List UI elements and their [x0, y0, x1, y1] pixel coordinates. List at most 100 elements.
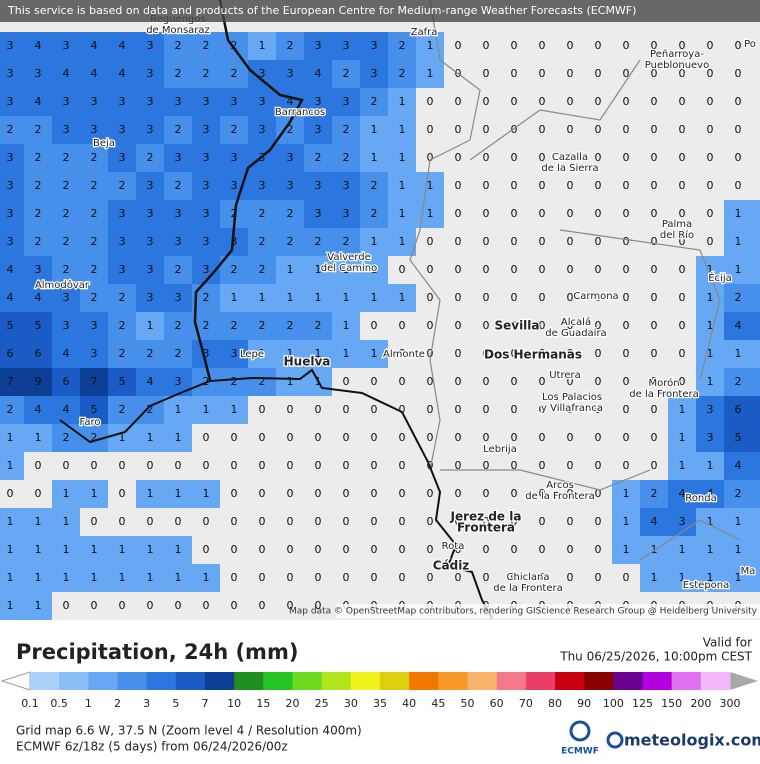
precip-cell — [500, 396, 528, 424]
precip-cell — [24, 396, 52, 424]
cell-value: 0 — [651, 263, 658, 276]
cell-value: 0 — [427, 291, 434, 304]
cell-value: 0 — [119, 487, 126, 500]
precip-cell — [276, 200, 304, 228]
precip-cell — [724, 564, 760, 592]
cell-value: 1 — [399, 123, 406, 136]
cell-value: 2 — [63, 151, 70, 164]
cell-value: 0 — [455, 403, 462, 416]
precip-cell — [164, 396, 192, 424]
place-name: de la Sierra — [541, 163, 598, 174]
cell-value: 0 — [567, 431, 574, 444]
precip-cell — [80, 144, 108, 172]
precip-cell — [192, 228, 220, 256]
precip-cell — [304, 116, 332, 144]
precip-cell — [108, 60, 136, 88]
cell-value: 0 — [567, 515, 574, 528]
cell-value: 0 — [259, 403, 266, 416]
cell-value: 2 — [119, 403, 126, 416]
cell-value: 5 — [91, 403, 98, 416]
precip-cell — [724, 116, 760, 144]
legend-swatch — [525, 672, 556, 690]
place-name: Po — [744, 39, 756, 50]
cell-value: 0 — [119, 515, 126, 528]
legend-arrow-right — [730, 672, 758, 690]
precip-cell — [500, 452, 528, 480]
cell-value: 4 — [707, 487, 714, 500]
precip-cell — [584, 228, 612, 256]
cell-value: 6 — [35, 347, 42, 360]
precip-cell — [136, 312, 164, 340]
precip-cell — [52, 508, 80, 536]
cell-value: 2 — [91, 179, 98, 192]
cell-value: 3 — [231, 95, 238, 108]
precip-cell — [24, 228, 52, 256]
cell-value: 1 — [231, 291, 238, 304]
cell-value: 0 — [595, 235, 602, 248]
cell-value: 0 — [567, 95, 574, 108]
cell-value: 2 — [63, 235, 70, 248]
precip-cell — [164, 256, 192, 284]
precip-cell — [640, 340, 668, 368]
precip-cell — [304, 60, 332, 88]
cell-value: 0 — [511, 319, 518, 332]
cell-value: 0 — [427, 151, 434, 164]
precip-cell — [444, 228, 472, 256]
cell-value: 0 — [371, 543, 378, 556]
precip-cell — [612, 32, 640, 60]
cell-value: 0 — [511, 235, 518, 248]
precip-cell — [360, 536, 388, 564]
precip-cell — [668, 564, 696, 592]
cell-value: 3 — [7, 67, 14, 80]
cell-value: 0 — [259, 487, 266, 500]
cell-value: 0 — [539, 39, 546, 52]
precip-cell — [24, 480, 52, 508]
cell-value: 0 — [455, 291, 462, 304]
precip-cell — [52, 340, 80, 368]
precip-cell — [584, 60, 612, 88]
cell-value: 1 — [679, 543, 686, 556]
legend-tick-label: 125 — [632, 697, 653, 710]
brand[interactable]: meteologix.com — [624, 731, 760, 750]
precip-cell — [444, 144, 472, 172]
cell-value: 3 — [231, 347, 238, 360]
precip-cell — [220, 60, 248, 88]
cell-value: 2 — [315, 235, 322, 248]
precip-cell — [472, 480, 500, 508]
precip-cell — [192, 144, 220, 172]
cell-value: 3 — [343, 207, 350, 220]
precip-cell — [696, 368, 724, 396]
precip-cell — [640, 564, 668, 592]
cell-value: 0 — [539, 263, 546, 276]
precip-cell — [500, 312, 528, 340]
cell-value: 1 — [371, 235, 378, 248]
precip-cell — [304, 256, 332, 284]
precip-cell — [444, 480, 472, 508]
precip-cell — [612, 312, 640, 340]
precip-cell — [444, 284, 472, 312]
place-name: Écija — [708, 271, 732, 284]
precip-cell — [668, 172, 696, 200]
precip-cell — [248, 508, 276, 536]
precip-cell — [416, 144, 444, 172]
cell-value: 0 — [455, 347, 462, 360]
cell-value: 0 — [679, 123, 686, 136]
precip-cell — [0, 116, 24, 144]
precip-cell — [136, 452, 164, 480]
cell-value: 0 — [539, 487, 546, 500]
cell-value: 1 — [707, 515, 714, 528]
cell-value: 3 — [7, 179, 14, 192]
precip-cell — [556, 368, 584, 396]
precip-cell — [472, 88, 500, 116]
cell-value: 4 — [315, 67, 322, 80]
precip-cell — [444, 116, 472, 144]
precip-cell — [416, 256, 444, 284]
cell-value: 0 — [567, 39, 574, 52]
cell-value: 0 — [651, 403, 658, 416]
precip-cell — [528, 228, 556, 256]
precip-cell — [724, 88, 760, 116]
cell-value: 2 — [399, 67, 406, 80]
brand-logo[interactable] — [606, 731, 624, 749]
cell-value: 0 — [427, 515, 434, 528]
precip-cell — [332, 480, 360, 508]
